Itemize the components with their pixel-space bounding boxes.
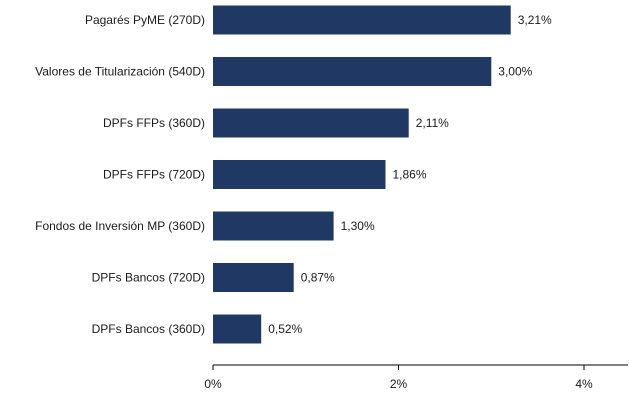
x-tick-label: 0% (204, 377, 222, 391)
bar (213, 57, 492, 86)
bar (213, 160, 386, 189)
category-label: DPFs FFPs (720D) (103, 168, 205, 182)
bar (213, 5, 511, 35)
bar (213, 108, 409, 138)
bar (213, 263, 294, 292)
x-axis: 0% 2% 4% (204, 364, 628, 391)
category-label: DPFs Bancos (720D) (92, 271, 205, 285)
value-label: 1,30% (341, 219, 375, 233)
value-label: 3,21% (518, 13, 552, 27)
bar (213, 314, 262, 344)
value-label: 2,11% (416, 116, 449, 130)
x-tick-label: 2% (390, 377, 408, 391)
value-label: 0,52% (268, 322, 302, 336)
category-label: Valores de Titularización (540D) (35, 65, 205, 79)
value-label: 3,00% (498, 65, 532, 79)
bar (213, 211, 334, 241)
x-tick-label: 4% (575, 377, 593, 391)
category-label: DPFs FFPs (360D) (103, 116, 205, 130)
category-label: Fondos de Inversión MP (360D) (35, 219, 205, 233)
value-label: 1,86% (393, 168, 427, 182)
category-label: Pagarés PyME (270D) (85, 13, 205, 27)
category-label: DPFs Bancos (360D) (92, 322, 205, 336)
value-label: 0,87% (301, 271, 335, 285)
bars-group: Pagarés PyME (270D) 3,21% Valores de Titul… (35, 5, 552, 344)
